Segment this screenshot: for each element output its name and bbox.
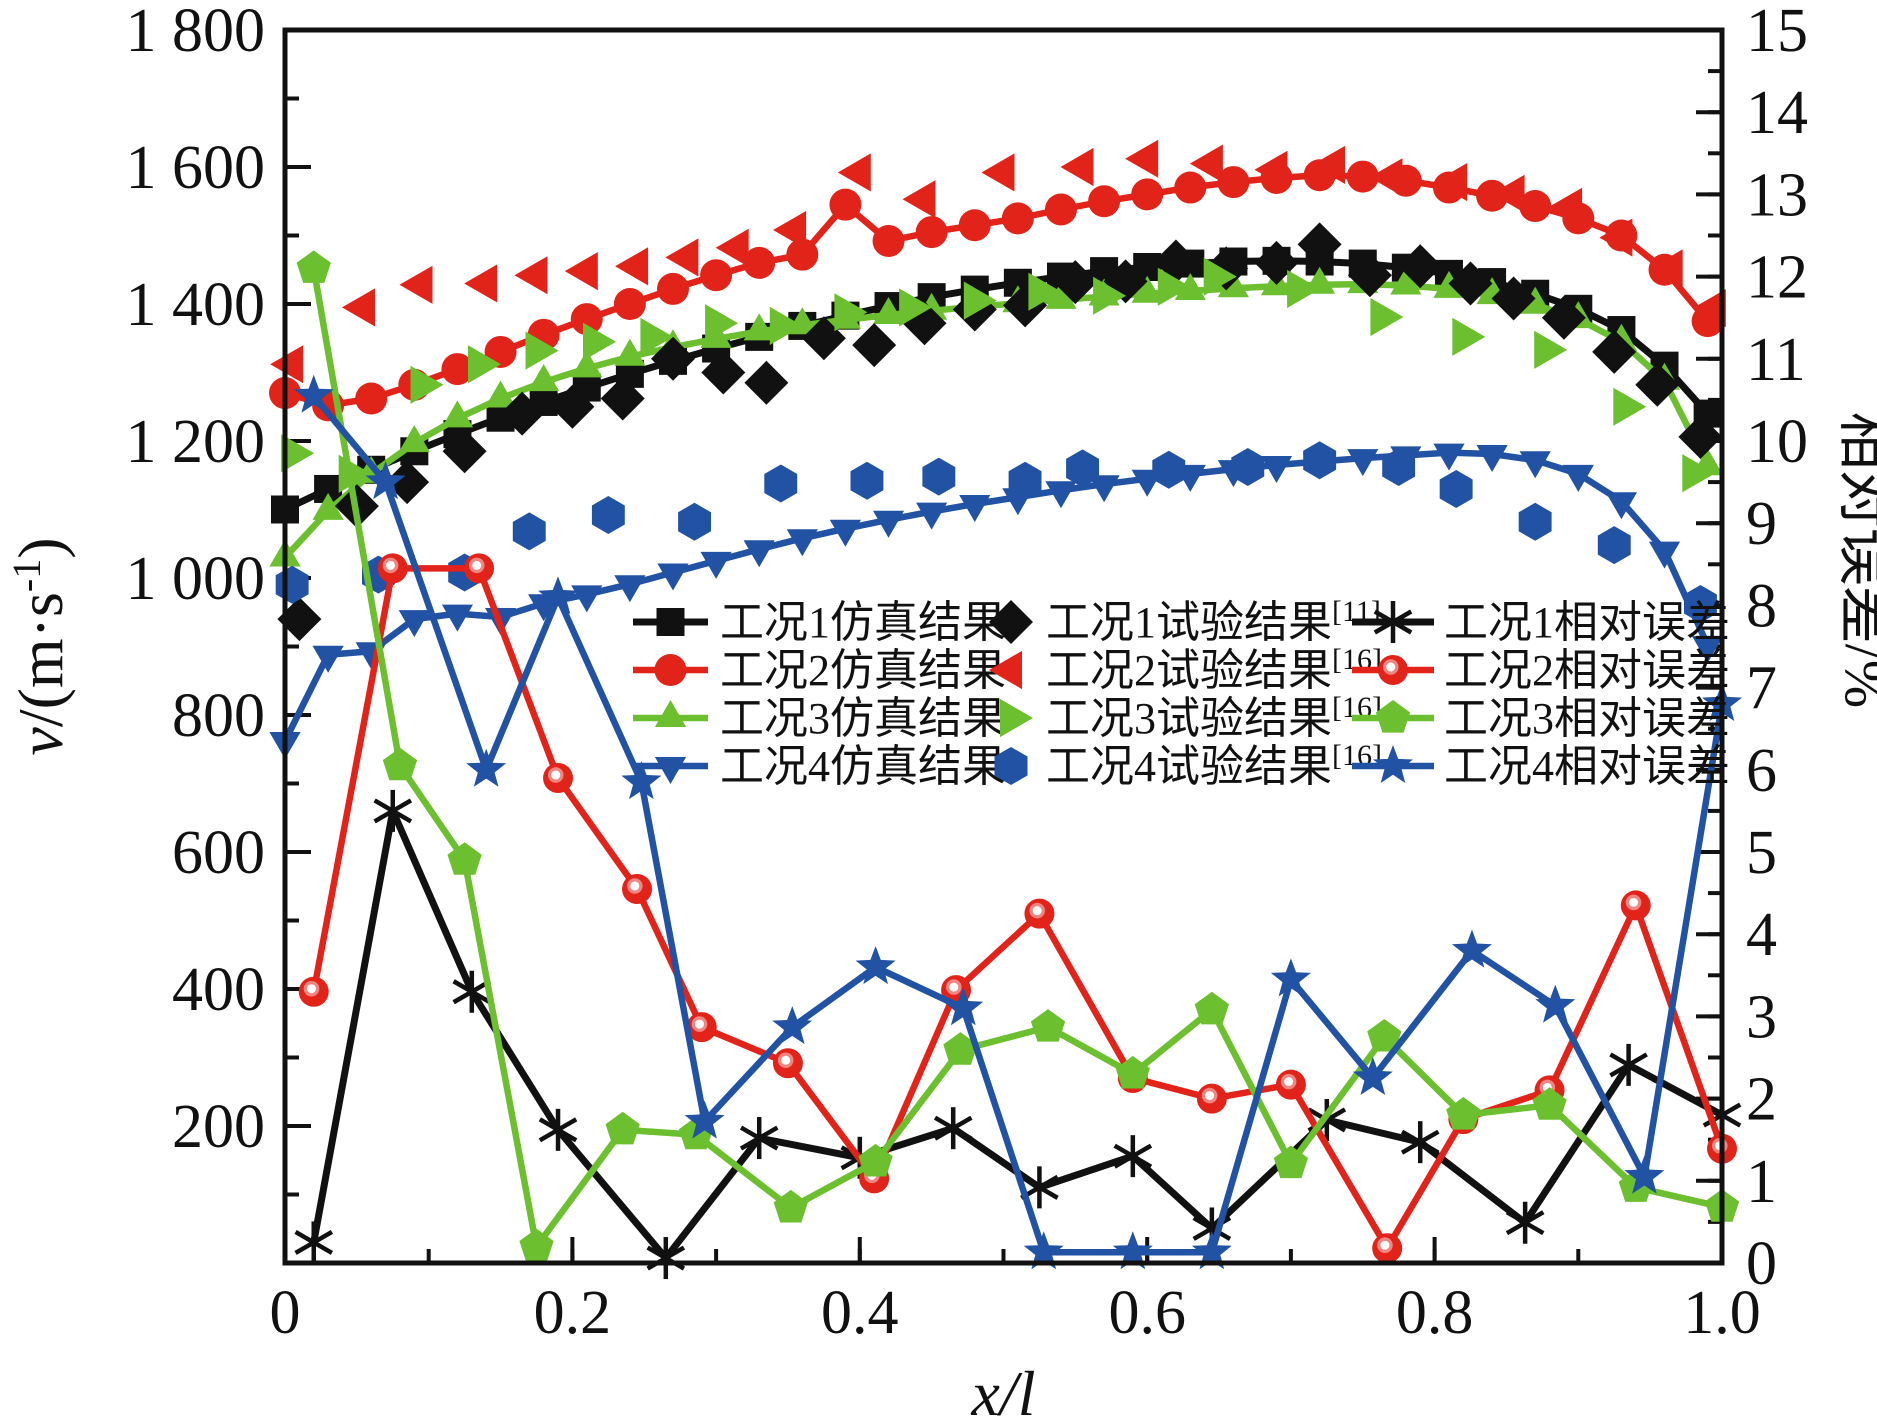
y-right-tick-label: 8	[1746, 572, 1777, 640]
y-left-tick-label: 1 600	[126, 134, 266, 202]
legend-label-sim1: 工况1仿真结果	[720, 598, 1006, 647]
legend-label-test1: 工况1试验结果[11]	[1046, 595, 1381, 647]
y-left-tick-label: 1 000	[126, 545, 266, 613]
x-tick-label: 0	[270, 1279, 301, 1347]
y-left-tick-label: 200	[172, 1093, 265, 1161]
x-tick-label: 0.4	[821, 1279, 899, 1347]
y-right-tick-label: 2	[1746, 1066, 1777, 1134]
y-right-tick-label: 14	[1746, 79, 1808, 147]
legend-item-test4: 工况4试验结果[16]	[994, 739, 1382, 791]
series-test2	[270, 139, 1726, 384]
y-left-axis-title: v/(m·s-1)	[4, 537, 76, 755]
y-left-tick-label: 1 800	[126, 0, 266, 65]
legend-item-test3: 工况3试验结果[16]	[1000, 691, 1382, 743]
plot-frame	[282, 27, 1725, 1266]
legend-item-sim2: 工况2仿真结果	[633, 646, 1006, 695]
legend-label-sim2: 工况2仿真结果	[720, 646, 1006, 695]
y-right-tick-label: 6	[1746, 737, 1777, 805]
y-right-tick-label: 13	[1746, 161, 1808, 229]
series-test3	[281, 257, 1716, 493]
legend-item-err2: 工况2相对误差	[1352, 646, 1730, 695]
legend-label-err3: 工况3相对误差	[1444, 694, 1730, 743]
legend-label-sim4: 工况4仿真结果	[720, 742, 1006, 791]
legend: 工况1仿真结果工况2仿真结果工况3仿真结果工况4仿真结果工况1试验结果[11]工…	[633, 595, 1730, 791]
legend-item-err4: 工况4相对误差	[1352, 742, 1730, 791]
y-right-axis-title: 相对误差/%	[1833, 412, 1877, 708]
x-tick-label: 1.0	[1683, 1279, 1761, 1347]
x-tick-label: 0.8	[1396, 1279, 1474, 1347]
x-axis-title: x/l	[971, 1358, 1036, 1425]
y-right-tick-label: 4	[1746, 901, 1777, 969]
y-left-tick-label: 1 200	[126, 408, 266, 476]
y-left-tick-label: 800	[172, 682, 265, 750]
y-right-tick-label: 7	[1746, 655, 1777, 723]
y-left-tick-label: 600	[172, 819, 265, 887]
legend-label-test3: 工况3试验结果[16]	[1046, 691, 1382, 743]
legend-label-err4: 工况4相对误差	[1444, 742, 1730, 791]
y-right-tick-label: 12	[1746, 244, 1808, 312]
legend-label-err1: 工况1相对误差	[1444, 598, 1730, 647]
y-right-tick-label: 0	[1746, 1230, 1777, 1298]
legend-item-test2: 工况2试验结果[16]	[989, 643, 1382, 695]
y-right-tick-label: 5	[1746, 819, 1777, 887]
legend-label-test2: 工况2试验结果[16]	[1046, 643, 1382, 695]
legend-item-err1: 工况1相对误差	[1352, 598, 1730, 647]
y-right-tick-label: 11	[1746, 326, 1806, 394]
legend-item-sim3: 工况3仿真结果	[633, 694, 1006, 743]
legend-item-sim4: 工况4仿真结果	[633, 742, 1006, 791]
legend-item-test1: 工况1试验结果[11]	[989, 595, 1381, 647]
series-test1	[277, 222, 1723, 642]
legend-label-sim3: 工况3仿真结果	[720, 694, 1006, 743]
legend-item-sim1: 工况1仿真结果	[633, 598, 1006, 647]
y-right-tick-label: 15	[1746, 0, 1808, 65]
y-right-tick-label: 9	[1746, 490, 1777, 558]
y-right-tick-label: 1	[1746, 1148, 1777, 1216]
x-tick-label: 0.2	[534, 1279, 612, 1347]
legend-item-err3: 工况3相对误差	[1352, 694, 1730, 743]
x-tick-label: 0.6	[1108, 1279, 1186, 1347]
y-left-tick-label: 400	[172, 956, 265, 1024]
axis-tick-labels: 0 0.2 0.4 0.6 0.8 1.0 200 400 600 800 1 000 1 200 1 …	[126, 0, 1809, 1347]
y-left-tick-label: 1 400	[126, 271, 266, 339]
series-sim2	[269, 159, 1724, 422]
y-right-tick-label: 10	[1746, 408, 1808, 476]
legend-label-err2: 工况2相对误差	[1444, 646, 1730, 695]
legend-label-test4: 工况4试验结果[16]	[1046, 739, 1382, 791]
series-err3	[296, 250, 1740, 1262]
y-right-tick-label: 3	[1746, 983, 1777, 1051]
